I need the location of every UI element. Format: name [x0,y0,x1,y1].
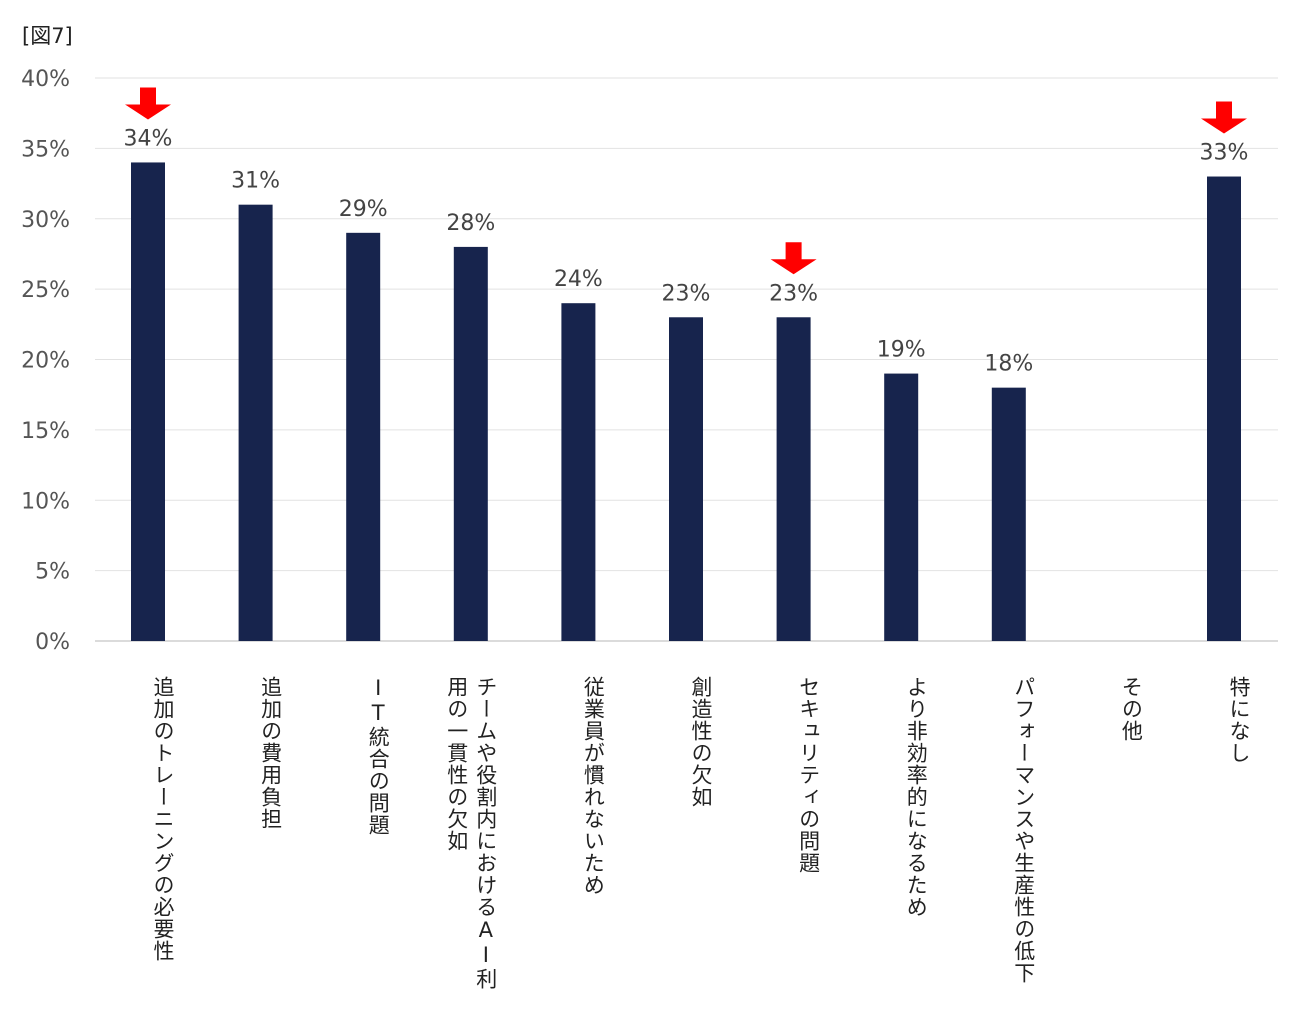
y-axis-ticks: 0% 5% 10% 15% 20% 25% 30% 35% 40% [21,67,70,655]
category-label: より非効率的になるため [904,676,929,918]
data-label: 33% [1200,141,1249,166]
data-label: 18% [984,352,1033,377]
bar [453,246,488,641]
y-tick-label: 15% [21,419,70,444]
figure-label: [図7] [22,24,73,48]
category-label: セキュリティの問題 [796,676,821,874]
data-label: 28% [446,211,495,236]
bar [776,317,811,641]
data-label: 24% [554,267,603,292]
bar [884,373,919,641]
y-tick-label: 20% [21,349,70,374]
data-label: 34% [124,126,173,151]
category-label: チームや役割内におけるAI利用の一貫性の欠如 [444,676,498,990]
y-tick-label: 30% [21,208,70,233]
y-tick-label: 40% [21,67,70,92]
down-arrow-icon [1201,101,1247,134]
down-arrow-icon [125,87,171,120]
category-label: パフォーマンスや生産性の低下 [1011,676,1036,984]
category-label: その他 [1119,676,1144,742]
category-label: 追加の費用負担 [258,676,283,830]
data-labels: 34% 31% 29% 28% 24% 23% 23% 19% 18% 33% [124,126,1249,376]
y-tick-label: 10% [21,489,70,514]
data-label: 29% [339,197,388,222]
data-label: 23% [769,281,818,306]
category-label: 創造性の欠如 [689,676,713,808]
down-arrow-icon [770,242,817,275]
data-label: 19% [877,338,926,363]
bar [131,162,165,641]
bar [1207,176,1241,641]
bar [991,387,1026,641]
data-label: 23% [662,281,711,306]
category-label: IT統合の問題 [366,676,391,836]
bar [346,232,381,641]
category-label: 特になし [1227,676,1251,764]
y-tick-label: 0% [35,630,70,655]
y-tick-label: 25% [21,278,70,303]
bar [238,204,273,642]
bar [561,303,596,641]
y-tick-label: 35% [21,137,70,162]
category-label: 従業員が慣れないため [581,676,606,896]
bars [131,162,1241,642]
highlight-markers [125,87,1247,275]
y-tick-label: 5% [35,560,70,585]
data-label: 31% [231,169,280,194]
bar [669,317,703,641]
category-label: 追加のトレーニングの必要性 [151,676,175,962]
